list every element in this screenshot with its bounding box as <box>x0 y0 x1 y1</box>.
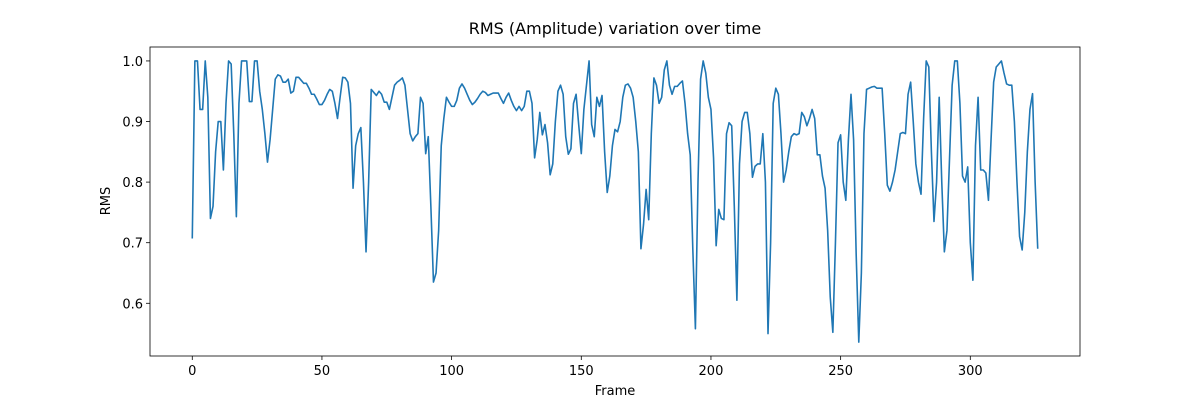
x-tick-label: 250 <box>828 364 853 379</box>
y-axis-label: RMS <box>99 187 114 216</box>
x-tick-label: 0 <box>188 364 196 379</box>
axes-frame <box>149 46 1081 357</box>
x-tick-label: 100 <box>439 364 464 379</box>
x-tick-label: 150 <box>569 364 594 379</box>
data-line <box>191 60 1039 343</box>
x-tick-label: 50 <box>314 364 331 379</box>
x-tick-label: 300 <box>958 364 983 379</box>
y-tick-label: 0.9 <box>122 116 143 131</box>
y-tick-label: 0.7 <box>122 237 143 252</box>
y-tick-label: 0.6 <box>122 297 143 312</box>
x-axis-label: Frame <box>595 384 636 399</box>
chart-title: RMS (Amplitude) variation over time <box>469 19 761 38</box>
y-tick-label: 0.8 <box>122 176 143 191</box>
y-tick-label: 1.0 <box>122 55 143 70</box>
x-tick-label: 200 <box>699 364 724 379</box>
